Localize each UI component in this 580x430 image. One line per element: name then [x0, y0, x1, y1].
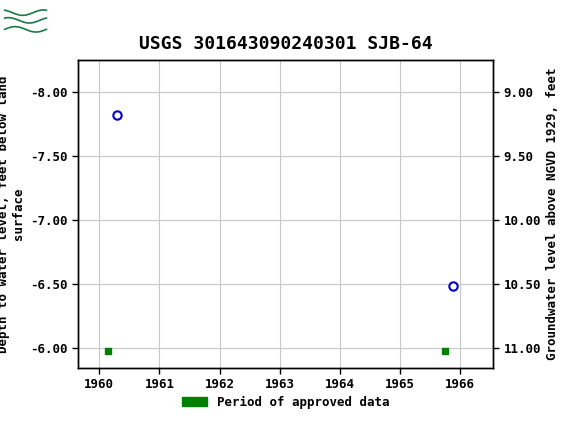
- FancyBboxPatch shape: [5, 3, 46, 42]
- Title: USGS 301643090240301 SJB-64: USGS 301643090240301 SJB-64: [139, 35, 433, 53]
- Legend: Period of approved data: Period of approved data: [177, 390, 394, 414]
- Y-axis label: Groundwater level above NGVD 1929, feet: Groundwater level above NGVD 1929, feet: [546, 68, 560, 360]
- Y-axis label: Depth to water level, feet below land
surface: Depth to water level, feet below land su…: [0, 75, 25, 353]
- Text: USGS: USGS: [52, 12, 116, 33]
